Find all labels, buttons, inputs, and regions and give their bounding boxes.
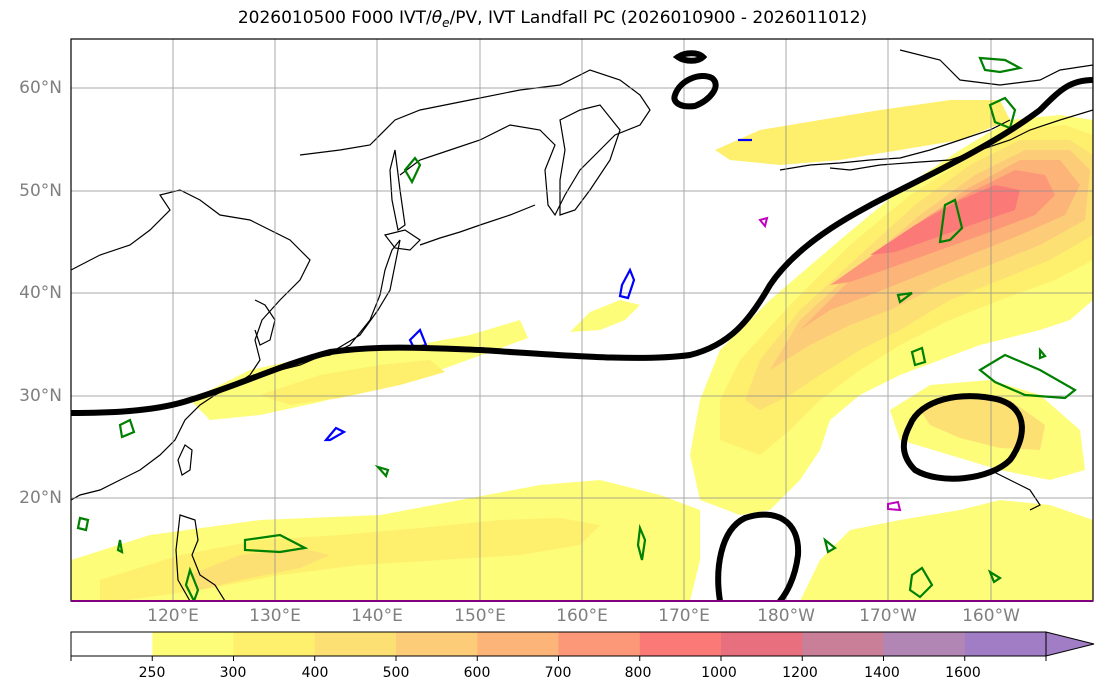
colorbar-segment	[558, 632, 641, 656]
colorbar-tick-label: 600	[463, 665, 491, 681]
pv-contour	[76, 516, 90, 532]
colorbar-tick-label: 1600	[945, 665, 981, 681]
lat-label-60n: 60°N	[19, 78, 62, 98]
pv-contour	[403, 156, 422, 185]
blue-contour	[618, 267, 636, 300]
colorbar-segment	[964, 632, 1047, 656]
gridlines	[71, 39, 1093, 601]
coastline-okhotsk	[299, 69, 651, 217]
colorbar-segment	[233, 632, 316, 656]
pv-contour	[823, 537, 837, 554]
ivt-contour-800	[870, 185, 1020, 255]
lat-label-50n: 50°N	[19, 181, 62, 201]
pv-contour	[243, 533, 309, 554]
colorbar-tick-label: 400	[301, 665, 329, 681]
coastline-taiwan	[177, 444, 193, 476]
lat-label-40n: 40°N	[19, 283, 62, 303]
colorbar-tick-label: 300	[219, 665, 247, 681]
colorbar-extend-arrow	[1045, 631, 1095, 657]
landfall-pc-loop-north-small	[672, 50, 708, 64]
lon-label-180w: 180°W	[757, 606, 815, 626]
lon-label-170e: 170°E	[658, 606, 710, 626]
coastline-philippines	[175, 514, 226, 601]
pv-contour	[978, 56, 1024, 74]
magenta-contour	[758, 216, 769, 229]
coastline-hokkaido	[383, 229, 421, 251]
page-title: 2026010500 F000 IVT/θe/PV, IVT Landfall …	[237, 8, 868, 30]
pv-contour	[908, 566, 934, 599]
lon-label-130e: 130°E	[249, 606, 301, 626]
colorbar	[70, 631, 1095, 661]
landfall-pc-loop-south	[715, 511, 802, 601]
ivt-contour-band-japan-inner	[260, 360, 445, 405]
ivt-contour-southeast	[800, 500, 1093, 601]
pv-contour	[910, 346, 927, 367]
colorbar-segment	[802, 632, 884, 656]
colorbar-tick-label: 800	[624, 665, 652, 681]
pv-contour	[938, 198, 964, 244]
lon-label-120e: 120°E	[147, 606, 199, 626]
magenta-contour	[887, 500, 902, 512]
ivt-contour-pocket-150e	[570, 300, 640, 332]
landfall-pc-loop-north	[671, 73, 719, 110]
lon-label-160e: 160°E	[556, 606, 608, 626]
lon-label-140e: 140°E	[351, 606, 403, 626]
colorbar-segment	[639, 632, 722, 656]
landfall-pc-contours	[71, 50, 1093, 601]
pv-contour	[184, 566, 200, 601]
coastline-aleutians	[779, 119, 1011, 171]
pv-contours	[76, 56, 1077, 601]
colorbar-tick-label: 1200	[782, 665, 818, 681]
pv-contour	[988, 96, 1017, 130]
coastline-alaska	[829, 49, 1093, 171]
pv-contour	[896, 291, 913, 304]
colorbar-tick-label: 500	[382, 665, 410, 681]
lat-label-20n: 20°N	[19, 488, 62, 508]
colorbar-segment	[396, 632, 478, 656]
ivt-contour-north	[715, 100, 1010, 165]
landfall-pc-loop-east	[900, 393, 1025, 482]
colorbar-segment	[721, 632, 803, 656]
colorbar-segment	[883, 632, 966, 656]
coastline-hawaii	[989, 469, 1041, 511]
colorbar-segment	[314, 632, 397, 656]
pv-contour	[636, 523, 647, 561]
blue-contour	[323, 426, 347, 442]
lon-label-150e: 150°E	[454, 606, 506, 626]
landfall-pc-main-curve	[71, 77, 1093, 416]
colorbar-tick-label: 250	[138, 665, 166, 681]
coastline-sakhalin	[389, 149, 406, 232]
ivt-contour-south-band-core	[190, 548, 330, 590]
magenta-contours	[758, 216, 902, 512]
pv-contour	[118, 418, 136, 439]
coastline-asia-mainland	[71, 189, 311, 501]
coastline-kurils	[419, 204, 536, 246]
colorbar-segment	[477, 632, 559, 656]
coastline-kamchatka	[559, 104, 621, 216]
colorbar-tick-label: 1400	[864, 665, 900, 681]
pv-contour	[978, 353, 1077, 400]
pv-contour	[374, 464, 390, 479]
colorbar-tick-label: 1000	[701, 665, 737, 681]
lat-label-30n: 30°N	[19, 386, 62, 406]
coastline-korea	[254, 299, 276, 346]
ivt-filled-contours	[71, 100, 1093, 601]
colorbar-segment	[152, 632, 234, 656]
lon-label-170w: 170°W	[859, 606, 917, 626]
colorbar-tick-label: 700	[544, 665, 572, 681]
pv-contour	[1038, 346, 1047, 360]
colorbar-segment	[71, 632, 153, 656]
pv-contour	[116, 539, 124, 554]
lon-label-160w: 160°W	[962, 606, 1020, 626]
pv-contour	[987, 569, 1003, 584]
